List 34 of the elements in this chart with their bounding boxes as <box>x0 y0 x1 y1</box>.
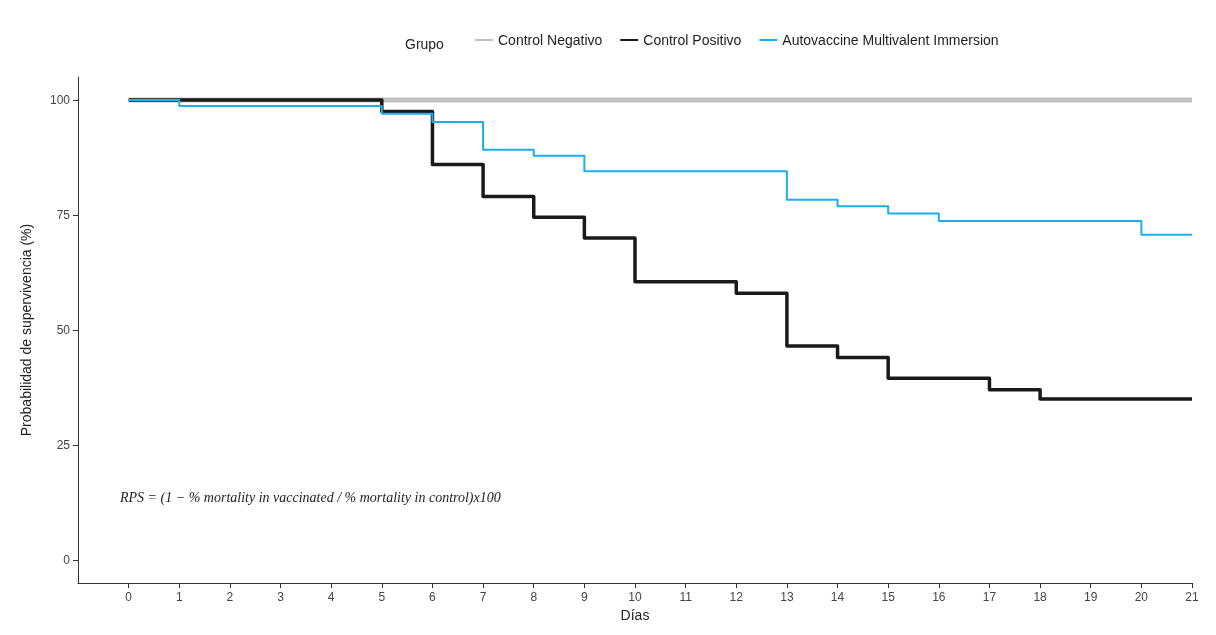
legend-label: Control Positivo <box>643 32 742 48</box>
x-tick-label: 1 <box>175 590 183 604</box>
y-tick-label: 0 <box>63 553 71 567</box>
y-tick-label: 75 <box>56 208 71 222</box>
x-tick-label: 9 <box>581 590 589 604</box>
x-tick-label: 12 <box>729 590 744 604</box>
annotation: RPS = (1 − % mortality in vaccinated / % mortality in control)x100 <box>119 489 501 506</box>
y-tick-label: 100 <box>49 93 71 107</box>
x-tick-label: 0 <box>125 590 133 604</box>
x-tick-label: 7 <box>479 590 487 604</box>
y-tick-label: 25 <box>56 438 71 452</box>
x-tick-label: 11 <box>679 590 693 604</box>
x-tick-label: 14 <box>830 590 845 604</box>
x-tick-label: 8 <box>530 590 538 604</box>
x-tick-label: 6 <box>429 590 437 604</box>
x-tick-label: 19 <box>1084 590 1098 604</box>
y-tick-label: 50 <box>56 323 71 337</box>
x-tick-label: 17 <box>982 590 997 604</box>
legend-title: Grupo <box>405 36 445 52</box>
y-axis-title: Probabilidad de supervivencia (%) <box>18 223 34 437</box>
x-tick-label: 18 <box>1033 590 1048 604</box>
legend-label: Control Negativo <box>498 32 603 48</box>
x-axis-title: Días <box>620 606 650 623</box>
x-tick-label: 2 <box>226 590 234 604</box>
x-tick-label: 5 <box>378 590 386 604</box>
x-tick-label: 20 <box>1134 590 1149 604</box>
x-tick-label: 21 <box>1185 590 1199 604</box>
x-tick-label: 10 <box>628 590 642 604</box>
x-tick-label: 15 <box>881 590 896 604</box>
x-tick-label: 13 <box>780 590 794 604</box>
x-tick-label: 3 <box>277 590 285 604</box>
x-tick-label: 4 <box>327 590 335 604</box>
x-tick-label: 16 <box>932 590 946 604</box>
legend-label: Autovaccine Multivalent Immersion <box>782 32 999 48</box>
